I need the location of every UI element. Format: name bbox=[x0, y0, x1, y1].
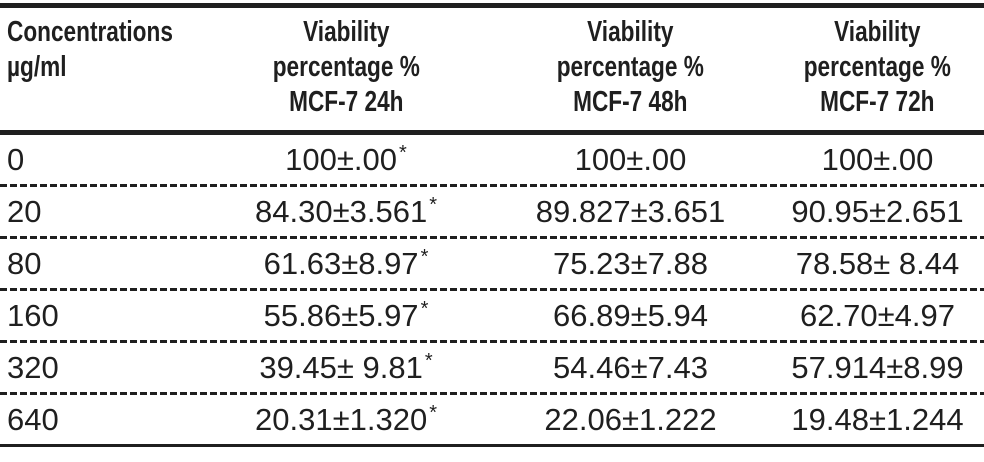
table-row: 0 100±.00 * 100±.00 100±.00 bbox=[0, 135, 984, 184]
significance-asterisk: * bbox=[429, 193, 437, 216]
viability-value-cell: 57.914±8.99 bbox=[791, 349, 964, 385]
viability-value-cell: 89.827±3.651 bbox=[535, 193, 726, 229]
viability-value-cell: 84.30±3.561 * bbox=[255, 193, 437, 229]
viability-value-cell: 55.86±5.97 * bbox=[263, 297, 429, 333]
viability-value-cell: 61.63±8.97 * bbox=[263, 245, 429, 281]
viability-value-cell: 100±.00 * bbox=[285, 141, 407, 177]
row-divider bbox=[0, 236, 984, 239]
viability-value-cell: 75.23±7.88 bbox=[553, 245, 708, 281]
header-viability-24h: Viability percentage % MCF-7 24h bbox=[202, 15, 490, 120]
viability-value-cell: 100±.00 bbox=[574, 141, 687, 177]
viability-value-cell: 100±.00 bbox=[821, 141, 934, 177]
viability-value-cell: 54.46±7.43 bbox=[553, 349, 708, 385]
header-divider bbox=[0, 130, 984, 135]
row-divider bbox=[0, 184, 984, 187]
concentration-cell: 80 bbox=[7, 245, 42, 281]
viability-value-cell: 20.31±1.320 * bbox=[255, 401, 437, 437]
row-divider bbox=[0, 392, 984, 395]
table-row: 20 84.30±3.561 * 89.827±3.651 90.95±2.651 bbox=[0, 187, 984, 236]
header-concentrations-label: Concentrations µg/ml bbox=[7, 16, 173, 83]
significance-asterisk: * bbox=[420, 245, 429, 268]
concentration-cell: 320 bbox=[7, 349, 59, 385]
viability-value-cell: 19.48±1.244 bbox=[791, 401, 964, 437]
concentration-cell: 640 bbox=[7, 401, 59, 437]
table-row: 80 61.63±8.97 * 75.23±7.88 78.58± 8.44 bbox=[0, 239, 984, 288]
significance-asterisk: * bbox=[420, 297, 429, 320]
row-divider bbox=[0, 288, 984, 291]
header-concentrations: Concentrations µg/ml bbox=[0, 15, 202, 120]
significance-asterisk: * bbox=[399, 141, 407, 164]
header-viability-72h: Viability percentage % MCF-7 72h bbox=[771, 15, 984, 120]
header-viability-48h-label: Viability percentage % MCF-7 48h bbox=[556, 16, 705, 118]
table-header-row: Concentrations µg/ml Viability percentag… bbox=[0, 8, 984, 130]
table-top-border bbox=[0, 3, 984, 8]
header-viability-48h: Viability percentage % MCF-7 48h bbox=[490, 15, 771, 120]
table-row: 160 55.86±5.97 * 66.89±5.94 62.70±4.97 bbox=[0, 291, 984, 340]
concentration-cell: 0 bbox=[7, 141, 25, 177]
viability-value-cell: 90.95±2.651 bbox=[791, 193, 964, 229]
row-divider bbox=[0, 340, 984, 343]
viability-value-cell: 78.58± 8.44 bbox=[795, 245, 960, 281]
viability-value-cell: 66.89±5.94 bbox=[553, 297, 708, 333]
table-row: 640 20.31±1.320 * 22.06±1.222 19.48±1.244 bbox=[0, 395, 984, 444]
table-row: 320 39.45± 9.81 * 54.46±7.43 57.914±8.99 bbox=[0, 343, 984, 392]
viability-value-cell: 22.06±1.222 bbox=[544, 401, 717, 437]
table-bottom-border bbox=[0, 444, 984, 447]
header-viability-72h-label: Viability percentage % MCF-7 72h bbox=[803, 16, 952, 118]
significance-asterisk: * bbox=[424, 349, 433, 372]
significance-asterisk: * bbox=[429, 401, 437, 424]
header-viability-24h-label: Viability percentage % MCF-7 24h bbox=[272, 16, 420, 118]
concentration-cell: 20 bbox=[7, 193, 42, 229]
viability-value-cell: 62.70±4.97 bbox=[800, 297, 955, 333]
table-body: 0 100±.00 * 100±.00 100±.00 20 84.30±3.561 * 89.… bbox=[0, 135, 984, 444]
concentration-cell: 160 bbox=[7, 297, 59, 333]
viability-value-cell: 39.45± 9.81 * bbox=[259, 349, 433, 385]
viability-table: Concentrations µg/ml Viability percentag… bbox=[0, 3, 984, 447]
